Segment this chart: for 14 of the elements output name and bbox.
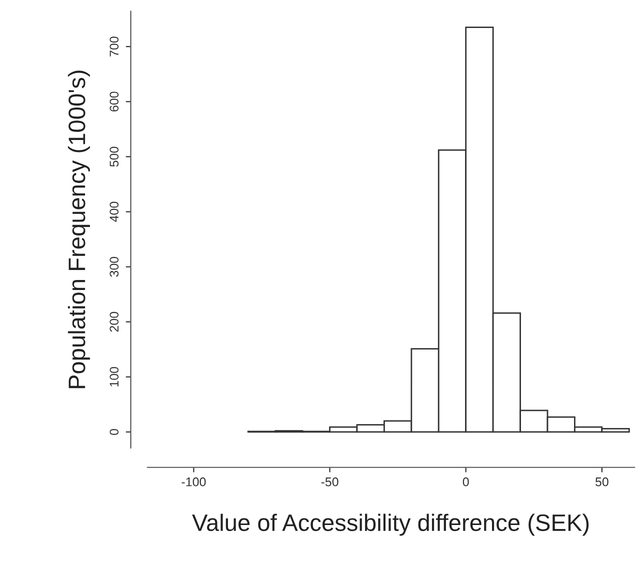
- y-tick-label: 100: [110, 366, 119, 386]
- y-axis-title: Population Frequency (1000's): [68, 70, 90, 388]
- y-tick-label: 500: [110, 146, 119, 167]
- x-tick-label: -100: [182, 477, 206, 486]
- x-tick-label: -50: [321, 477, 338, 486]
- x-tick-label: 0: [462, 477, 469, 486]
- y-tick-label: 300: [110, 256, 119, 277]
- x-tick-label: 50: [595, 477, 608, 486]
- x-axis-title: Value of Accessibility difference (SEK): [192, 514, 589, 536]
- y-tick-label: 0: [110, 428, 119, 435]
- y-tick-label: 600: [110, 92, 119, 112]
- y-tick-label: 200: [110, 312, 119, 332]
- y-tick-label: 700: [110, 36, 119, 56]
- y-tick-label: 400: [110, 202, 119, 222]
